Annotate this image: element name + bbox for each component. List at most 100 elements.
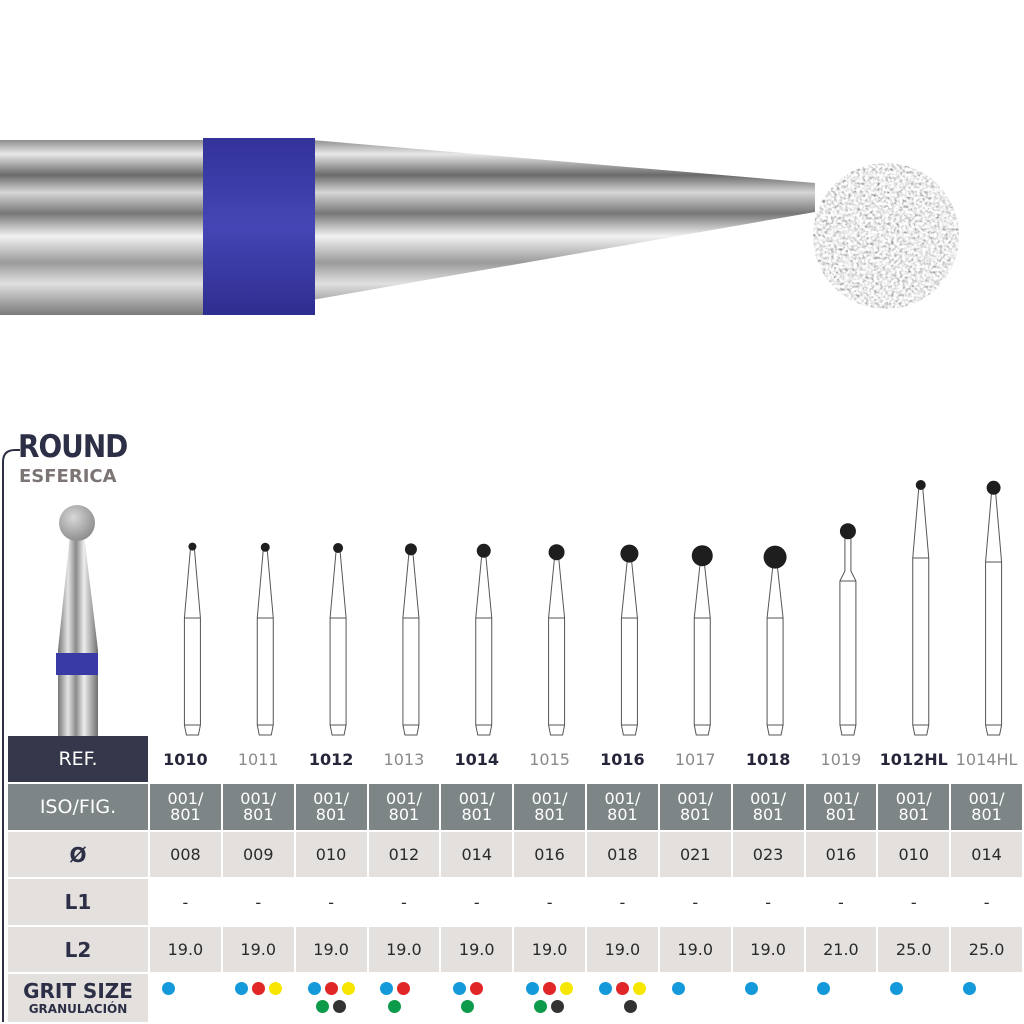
iso-line: 001/ bbox=[458, 789, 495, 808]
l1-cell: - bbox=[222, 879, 294, 925]
iso-line: 801 bbox=[679, 805, 711, 824]
iso-line: 001/ bbox=[895, 789, 932, 808]
iso-cell: 001/801 bbox=[878, 784, 950, 830]
grit-cell bbox=[295, 974, 367, 1022]
ref-1015: 1015 bbox=[514, 736, 585, 782]
iso-line: 801 bbox=[170, 805, 201, 824]
grit-dot-green bbox=[315, 1000, 329, 1013]
iso-line: 801 bbox=[242, 805, 274, 824]
mini-color-band bbox=[56, 653, 98, 675]
iso-cell: 001/801 bbox=[951, 784, 1022, 830]
grit-dot-blue bbox=[744, 982, 758, 995]
grit-dot-blue bbox=[963, 982, 977, 995]
iso-cell: 001/801 bbox=[222, 784, 294, 830]
grit-dot-red bbox=[543, 982, 557, 995]
iso-cell: 001/801 bbox=[805, 784, 877, 830]
grit-cell bbox=[587, 974, 658, 1022]
bur-outline bbox=[183, 548, 201, 736]
diameter-cell: 010 bbox=[295, 832, 367, 877]
iso-line: 001/ bbox=[240, 789, 277, 808]
color-band bbox=[203, 138, 315, 315]
bur-drawing-1012 bbox=[329, 543, 347, 736]
section-title: ROUND bbox=[18, 429, 128, 465]
grit-cell bbox=[732, 974, 804, 1022]
iso-cell: 001/801 bbox=[368, 784, 440, 830]
bur-head bbox=[986, 480, 1001, 495]
l1-cell: - bbox=[150, 879, 221, 925]
grit-cell bbox=[368, 974, 440, 1022]
grit-dot-green bbox=[534, 1000, 548, 1013]
iso-cell: 001/801 bbox=[587, 784, 658, 830]
l2-cell: 19.0 bbox=[150, 927, 221, 972]
l2-cell: 19.0 bbox=[659, 927, 731, 972]
iso-line: 001/ bbox=[968, 789, 1005, 808]
grit-cell bbox=[878, 974, 950, 1022]
iso-cell: 001/801 bbox=[659, 784, 731, 830]
bur-drawings bbox=[183, 480, 1003, 736]
ref-1017: 1017 bbox=[659, 736, 731, 782]
grit-cell bbox=[441, 974, 513, 1022]
l1-cell: - bbox=[951, 879, 1022, 925]
spec-table: REF. 1010 1011 1012 1013 1014 1015 1016 1017 1018… bbox=[8, 736, 1022, 1022]
iso-cell: 001/801 bbox=[441, 784, 513, 830]
bur-drawing-1019 bbox=[839, 523, 857, 736]
l1-cell: - bbox=[587, 879, 658, 925]
l2-cell: 19.0 bbox=[368, 927, 440, 972]
label-grit: GRIT SIZE GRANULACIÓN bbox=[8, 974, 148, 1022]
bur-outline bbox=[912, 487, 930, 736]
ref-1016: 1016 bbox=[587, 736, 658, 782]
l1-cell: - bbox=[732, 879, 804, 925]
grit-cell bbox=[514, 974, 585, 1022]
iso-line: 001/ bbox=[677, 789, 714, 808]
bur-drawing-1014 bbox=[475, 543, 493, 736]
diameter-cell: 009 bbox=[222, 832, 294, 877]
grit-dot-green bbox=[388, 1000, 402, 1013]
diameter-cell: 018 bbox=[587, 832, 658, 877]
diameter-cell: 016 bbox=[805, 832, 877, 877]
bur-head bbox=[260, 542, 270, 552]
iso-line: 001/ bbox=[531, 789, 568, 808]
grit-dot-red bbox=[470, 982, 484, 995]
iso-line: 001/ bbox=[604, 789, 641, 808]
ref-1011: 1011 bbox=[222, 736, 294, 782]
bur-head bbox=[763, 545, 787, 569]
grit-dot-yellow bbox=[560, 982, 574, 995]
grit-label: GRIT SIZE bbox=[23, 979, 133, 1003]
bur-drawing-1011 bbox=[256, 542, 274, 736]
iso-line: 001/ bbox=[750, 789, 787, 808]
l1-cell: - bbox=[878, 879, 950, 925]
l2-cell: 25.0 bbox=[878, 927, 950, 972]
grit-dot-blue bbox=[598, 982, 612, 995]
l2-cell: 21.0 bbox=[805, 927, 877, 972]
grit-dot-blue bbox=[307, 982, 321, 995]
grit-dot-red bbox=[324, 982, 338, 995]
grit-dot-blue bbox=[671, 982, 685, 995]
bur-drawing-1013 bbox=[402, 543, 420, 736]
diameter-cell: 012 bbox=[368, 832, 440, 877]
bur-drawing-1018 bbox=[763, 545, 787, 736]
l1-cell: - bbox=[441, 879, 513, 925]
grit-cell bbox=[805, 974, 877, 1022]
bur-head bbox=[404, 543, 417, 556]
diameter-cell: 008 bbox=[150, 832, 221, 877]
iso-line: 001/ bbox=[167, 789, 204, 808]
ref-1012: 1012 bbox=[295, 736, 367, 782]
diameter-cell: 023 bbox=[732, 832, 804, 877]
ref-1013: 1013 bbox=[368, 736, 440, 782]
iso-line: 001/ bbox=[822, 789, 859, 808]
iso-cell: 001/801 bbox=[150, 784, 221, 830]
hero-bur-image bbox=[0, 138, 959, 315]
bur-drawing-1012HL bbox=[912, 480, 930, 736]
label-l1: L1 bbox=[8, 879, 148, 925]
diameter-cell: 010 bbox=[878, 832, 950, 877]
bur-head bbox=[548, 544, 565, 561]
label-ref: REF. bbox=[8, 736, 148, 782]
bur-head bbox=[476, 543, 491, 558]
iso-line: 801 bbox=[534, 805, 565, 824]
l1-cell: - bbox=[805, 879, 877, 925]
diameter-cell: 021 bbox=[659, 832, 731, 877]
label-iso: ISO/FIG. bbox=[8, 784, 148, 830]
bur-outline bbox=[402, 552, 420, 736]
bur-drawing-1010 bbox=[183, 542, 201, 736]
iso-line: 801 bbox=[898, 805, 930, 824]
